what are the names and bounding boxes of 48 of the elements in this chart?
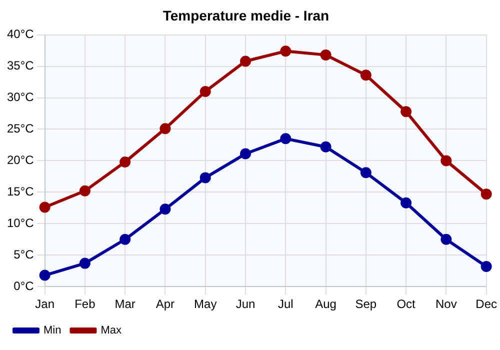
point [480,260,492,272]
x-tick-label: Jan [35,297,54,312]
x-tick-label: Nov [436,297,457,312]
y-tick-label: 5°C [14,247,34,262]
point [400,197,412,208]
point [440,234,452,245]
y-tick-label: 10°C [7,216,34,230]
point [280,46,292,57]
point [160,204,171,215]
x-tick-label: Dec [476,297,497,312]
y-tick-label: 35°C [7,58,34,73]
y-tick-label: 20°C [7,153,34,168]
point [440,155,452,166]
point [120,234,131,245]
point [200,86,211,97]
x-tick-label: Feb [74,297,96,312]
point [240,148,252,160]
point [280,133,292,144]
x-tick-label: Sep [355,297,377,312]
point [360,70,372,81]
point [160,123,171,134]
x-tick-label: May [194,297,217,312]
point [480,188,492,200]
x-tick-label: Oct [396,297,416,312]
y-tick-label: 30°C [7,90,34,104]
point [39,270,50,281]
legend-label: Min [44,324,62,337]
x-tick-label: Aug [315,297,336,312]
point [120,156,131,168]
point [400,106,412,118]
x-tick-label: Mar [114,297,136,312]
point [200,172,211,184]
point [320,141,332,152]
chart-title: Temperature medie - Iran [162,7,330,24]
point [79,258,90,269]
point [240,56,252,67]
y-tick-label: 25°C [7,122,34,136]
point [79,185,90,196]
y-tick-label: 0°C [14,278,34,293]
point [320,49,332,60]
x-tick-label: Jun [236,297,256,312]
point [39,202,50,213]
y-tick-label: 15°C [7,184,34,198]
x-tick-label: Apr [156,297,175,312]
y-tick-label: 40°C [7,27,34,42]
point [360,167,372,178]
legend-label: Max [100,324,122,337]
x-tick-label: Jul [278,297,294,312]
